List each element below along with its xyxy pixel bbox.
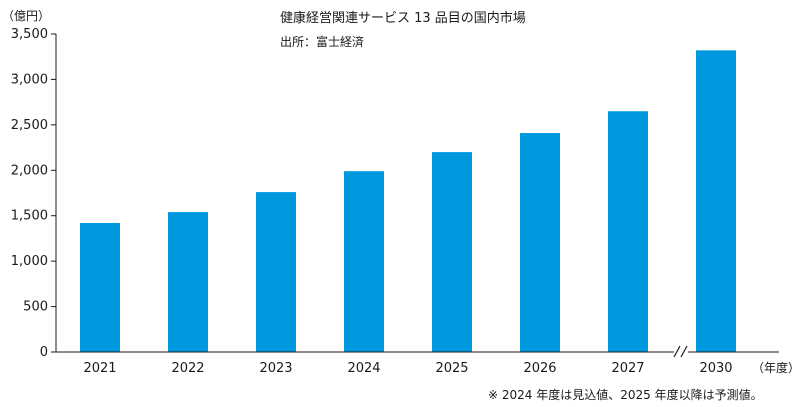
bar-2024 [344, 171, 384, 352]
bar-2027 [608, 111, 648, 352]
bar-2021 [80, 222, 120, 352]
bar-2023 [256, 192, 296, 352]
chart-footnote: ※ 2024 年度は見込値、2025 年度以降は予測値。 [488, 387, 763, 402]
bar-2030 [696, 50, 736, 353]
y-tick-label: 0 [40, 345, 48, 360]
x-tick-label: 2022 [171, 361, 204, 376]
chart-source: 出所：富士経済 [280, 34, 364, 49]
x-tick-label: 2026 [523, 361, 556, 376]
x-tick-label: 2027 [611, 361, 644, 376]
bar-2022 [168, 212, 208, 352]
y-tick-label: 500 [23, 300, 48, 315]
y-tick-label: 2,500 [11, 118, 48, 133]
bar-series [80, 50, 736, 353]
bar-2025 [432, 152, 472, 352]
y-axis: 0 500 1,000 1,500 2,000 2,500 3,000 3,500 [11, 27, 56, 360]
axis-break-mark [673, 343, 688, 361]
y-tick-label: 1,500 [11, 209, 48, 224]
y-tick-label: 3,500 [11, 27, 48, 42]
x-axis: 2021 2022 2023 2024 2025 2026 2027 2030 [83, 361, 732, 376]
x-tick-label: 2024 [347, 361, 380, 376]
chart-title: 健康経営関連サービス 13 品目の国内市場 [280, 10, 526, 26]
x-tick-label: 2030 [699, 361, 732, 376]
x-axis-unit-label: （年度） [752, 360, 800, 375]
bar-2026 [520, 133, 560, 352]
x-tick-label: 2025 [435, 361, 468, 376]
y-axis-unit-label: （億円） [2, 9, 50, 23]
x-tick-label: 2023 [259, 361, 292, 376]
x-tick-label: 2021 [83, 361, 116, 376]
y-tick-label: 1,000 [11, 254, 48, 269]
y-tick-label: 3,000 [11, 72, 48, 87]
y-tick-label: 2,000 [11, 163, 48, 178]
